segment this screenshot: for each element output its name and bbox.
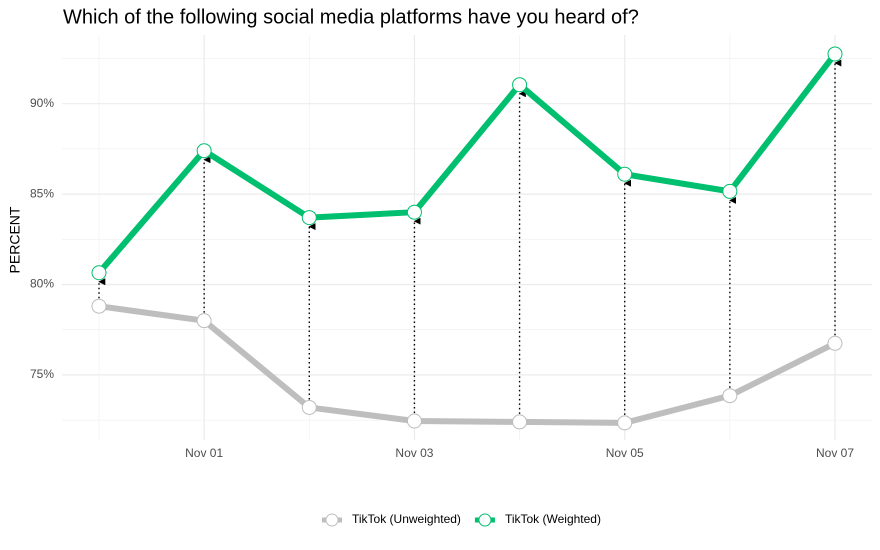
x-tick-label: Nov 03 [395, 446, 433, 460]
y-tick-label: 75% [30, 367, 54, 381]
series-line [98, 303, 837, 426]
data-point [722, 183, 738, 199]
x-tick-label: Nov 01 [185, 446, 223, 460]
data-point [617, 415, 633, 431]
data-point [91, 298, 107, 314]
data-point [722, 388, 738, 404]
legend-marker [325, 513, 339, 527]
legend-item: TikTok (Weighted) [474, 512, 601, 527]
data-point [91, 265, 107, 281]
data-point [196, 313, 212, 329]
x-tick-label: Nov 07 [816, 446, 854, 460]
legend-marker [478, 513, 492, 527]
y-tick-label: 80% [30, 277, 54, 291]
data-point [827, 335, 843, 351]
data-point [512, 414, 528, 430]
y-tick-label: 90% [30, 96, 54, 110]
data-point [406, 413, 422, 429]
legend-label: TikTok (Unweighted) [352, 512, 461, 526]
data-point [301, 210, 317, 226]
data-point [617, 166, 633, 182]
y-tick-label: 85% [30, 186, 54, 200]
series-line [96, 52, 838, 275]
data-point [301, 399, 317, 415]
data-point [406, 204, 422, 220]
legend-item: TikTok (Unweighted) [322, 512, 461, 527]
legend-label: TikTok (Weighted) [505, 512, 601, 526]
data-point [196, 143, 212, 159]
y-axis-label: PERCENT [7, 206, 23, 273]
x-tick-label: Nov 05 [606, 446, 644, 460]
data-point [512, 77, 528, 93]
data-point [827, 46, 843, 62]
chart-title: Which of the following social media plat… [63, 6, 639, 28]
